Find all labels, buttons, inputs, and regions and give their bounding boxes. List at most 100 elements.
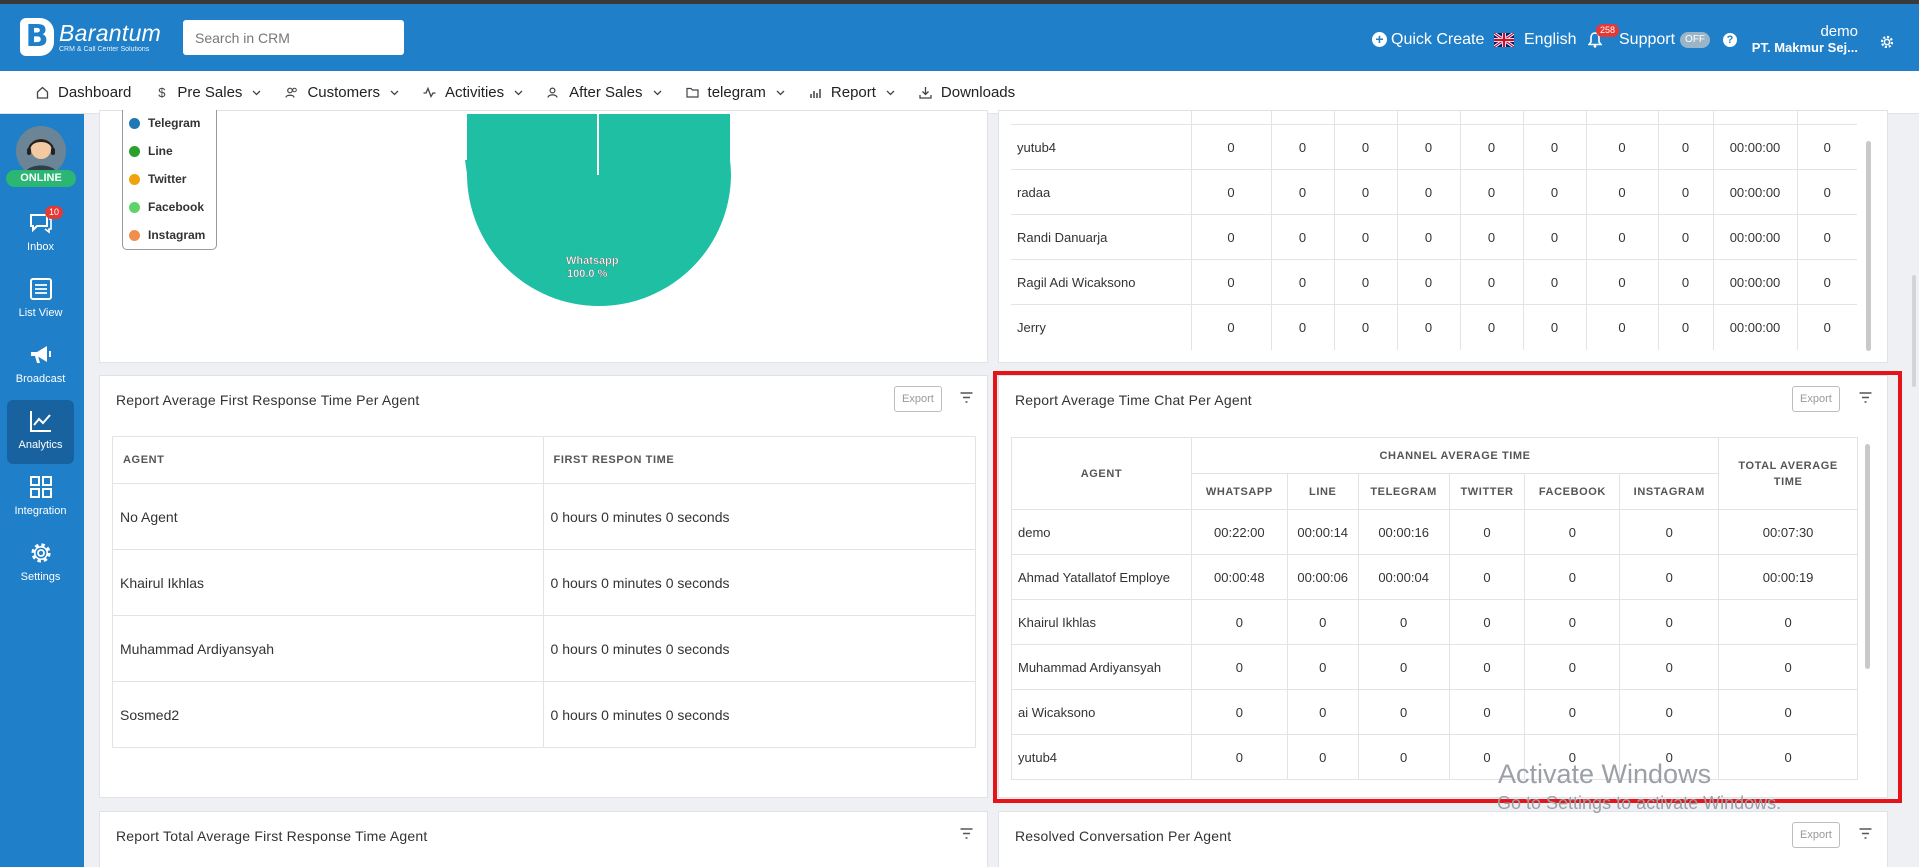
legend-item-twitter[interactable]: Twitter: [129, 169, 186, 189]
value-cell: 0: [1619, 689, 1720, 735]
legend-label: Facebook: [148, 200, 205, 214]
page-scrollbar[interactable]: [1912, 275, 1916, 387]
col-agent-header[interactable]: AGENT: [112, 436, 544, 484]
agent-cell: No Agent: [112, 483, 544, 550]
chevron-down-icon: [390, 90, 399, 95]
user-menu[interactable]: demo PT. Makmur Sej...: [1750, 24, 1858, 56]
legend-item-line[interactable]: Line: [129, 141, 173, 161]
col-twitter-header[interactable]: TWITTER: [1448, 473, 1526, 510]
megaphone-icon: [30, 346, 51, 363]
table-row: Muhammad Ardiyansyah 0 hours 0 minutes 0 …: [112, 615, 977, 682]
agent-cell: Khairul Ikhlas: [112, 549, 544, 616]
table-row: Khairul Ikhlas 0 hours 0 minutes 0 second…: [112, 549, 977, 616]
table-scrollbar[interactable]: [1866, 141, 1871, 351]
table-row: No Agent 0 hours 0 minutes 0 seconds: [112, 483, 977, 550]
col-whatsapp-header[interactable]: WHATSAPP: [1190, 473, 1288, 510]
table-row: Sosmed2 0 hours 0 minutes 0 seconds: [112, 681, 977, 748]
table-header-row: AGENT FIRST RESPON TIME: [112, 436, 977, 484]
value-cell: 0: [1796, 169, 1857, 215]
agent-cell: Ahmad Yatallatof Employe: [1011, 554, 1192, 600]
chevron-down-icon: [886, 90, 895, 95]
windows-activation-watermark: Activate Windows Go to Settings to activ…: [1497, 758, 1781, 816]
support-toggle[interactable]: Support OFF: [1619, 4, 1711, 75]
table-row: radaa 0 0 0 0 0 0 0 0 00:00:00 0: [1011, 169, 1857, 215]
quick-create-label: Quick Create: [1391, 30, 1485, 48]
online-status-badge[interactable]: ONLINE: [6, 170, 76, 187]
filter-icon[interactable]: [1859, 828, 1872, 839]
value-cell: 0: [1270, 259, 1334, 305]
export-button[interactable]: Export: [894, 386, 942, 412]
barantum-logo[interactable]: B Barantum CRM & Call Center Solutions: [20, 18, 161, 56]
value-cell: 0: [1448, 644, 1526, 690]
col-agent-header[interactable]: AGENT: [1011, 437, 1192, 510]
time-cell: 0 hours 0 minutes 0 seconds: [543, 681, 977, 748]
value-cell: 0: [1448, 554, 1526, 600]
col-facebook-header[interactable]: FACEBOOK: [1524, 473, 1621, 510]
filter-icon[interactable]: [1859, 392, 1872, 403]
language-selector[interactable]: English: [1494, 4, 1576, 75]
search-input[interactable]: [183, 20, 404, 55]
notifications-button[interactable]: 258: [1588, 4, 1620, 75]
export-button[interactable]: Export: [1792, 822, 1840, 848]
download-icon: [919, 86, 932, 99]
sidebar-item-integration[interactable]: Integration: [7, 466, 74, 530]
nav-report[interactable]: Report: [809, 84, 895, 101]
quick-create-button[interactable]: + Quick Create: [1372, 4, 1484, 75]
col-instagram-header[interactable]: INSTAGRAM: [1619, 473, 1720, 510]
value-cell: 0: [1333, 214, 1397, 260]
export-button[interactable]: Export: [1792, 386, 1840, 412]
gear-icon[interactable]: [1879, 34, 1895, 50]
support-label: Support: [1619, 30, 1676, 48]
nav-telegram[interactable]: telegram: [685, 84, 785, 101]
filter-icon[interactable]: [960, 828, 973, 839]
legend-dot: [129, 173, 140, 185]
total-cell: 00:07:30: [1718, 509, 1858, 555]
col-channel-group-header: CHANNEL AVERAGE TIME: [1190, 437, 1720, 474]
col-line-header[interactable]: LINE: [1286, 473, 1359, 510]
sidebar-item-inbox[interactable]: 10 Inbox: [7, 202, 74, 266]
value-cell: 0: [1796, 124, 1857, 170]
legend-item-facebook[interactable]: Facebook: [129, 197, 204, 217]
value-cell: 0: [1270, 304, 1334, 350]
table-scrollbar[interactable]: [1865, 444, 1870, 669]
value-cell: 0: [1459, 169, 1523, 215]
time-cell: 0 hours 0 minutes 0 seconds: [543, 549, 977, 616]
avatar[interactable]: [16, 126, 66, 176]
sidebar-item-label: Inbox: [27, 241, 54, 253]
legend-dot: [129, 229, 140, 241]
legend-item-instagram[interactable]: Instagram: [129, 225, 205, 245]
sidebar-item-analytics[interactable]: Analytics: [7, 400, 74, 464]
user-name: demo: [1820, 23, 1858, 40]
value-cell: 00:00:00: [1712, 304, 1797, 350]
value-cell: 00:00:00: [1712, 124, 1797, 170]
filter-icon[interactable]: [960, 392, 973, 403]
chevron-down-icon: [776, 90, 785, 95]
col-total-header[interactable]: TOTAL AVERAGE TIME: [1718, 437, 1858, 510]
value-cell: 0: [1333, 124, 1397, 170]
value-cell: 0: [1796, 259, 1857, 305]
average-time-table: AGENT CHANNEL AVERAGE TIME TOTAL AVERAGE…: [1011, 437, 1858, 780]
sidebar-item-list-view[interactable]: List View: [7, 268, 74, 332]
legend-label: Line: [148, 144, 173, 158]
list-icon: [29, 278, 52, 300]
legend-dot: [129, 145, 140, 157]
nav-activities[interactable]: Activities: [423, 84, 523, 101]
home-icon: [36, 86, 49, 99]
nav-dashboard[interactable]: Dashboard: [36, 84, 131, 101]
nav-label: Downloads: [940, 83, 1016, 101]
table-header-row: AGENT CHANNEL AVERAGE TIME TOTAL AVERAGE…: [1011, 437, 1858, 510]
help-button[interactable]: ?: [1723, 4, 1737, 75]
nav-downloads[interactable]: Downloads: [919, 84, 1015, 101]
legend-item-telegram[interactable]: Telegram: [129, 113, 200, 133]
sidebar-item-settings[interactable]: Settings: [7, 532, 74, 596]
col-time-header[interactable]: FIRST RESPON TIME: [543, 436, 977, 484]
support-switch[interactable]: OFF: [1680, 31, 1711, 48]
sidebar-item-broadcast[interactable]: Broadcast: [7, 334, 74, 398]
nav-after-sales[interactable]: After Sales: [547, 84, 661, 101]
nav-label: Dashboard: [58, 83, 132, 101]
nav-pre-sales[interactable]: $ Pre Sales: [155, 84, 261, 101]
nav-customers[interactable]: Customers: [285, 84, 399, 101]
uk-flag-icon: [1494, 32, 1514, 47]
value-cell: 00:00:00: [1712, 214, 1797, 260]
